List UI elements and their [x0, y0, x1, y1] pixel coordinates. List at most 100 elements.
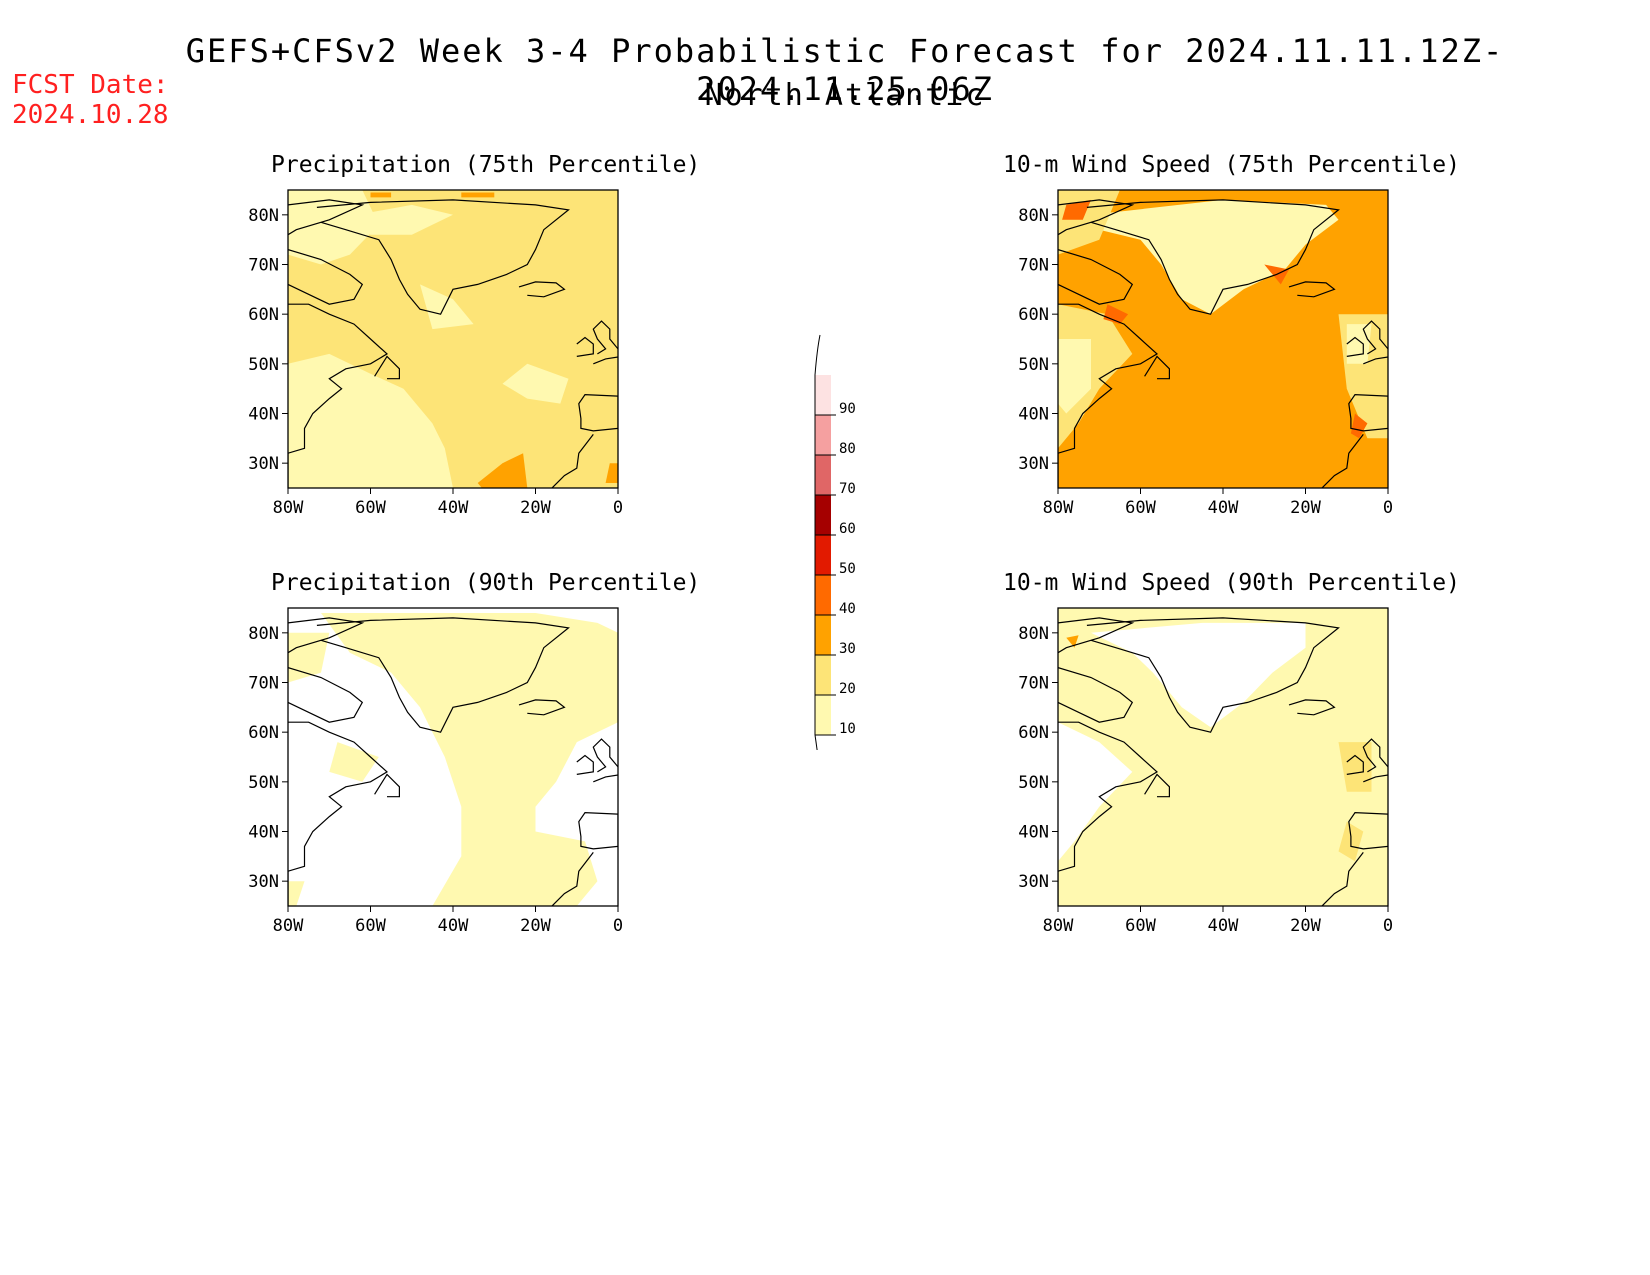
probability-patch	[321, 613, 618, 906]
coastline	[1346, 336, 1364, 357]
lon-label: 60W	[355, 916, 386, 933]
lat-label: 60N	[248, 723, 279, 743]
probability-patch	[1062, 199, 1091, 220]
colorbar-top-tip	[814, 334, 821, 376]
colorbar-label: 90	[839, 401, 856, 417]
coastline	[288, 667, 364, 723]
coastline	[551, 434, 594, 488]
lon-label: 0	[1383, 916, 1393, 933]
lon-label: 60W	[1125, 498, 1156, 515]
coastline	[288, 249, 364, 305]
coastline	[592, 738, 618, 783]
lat-label: 80N	[248, 624, 279, 644]
coastline	[1086, 617, 1340, 733]
probability-patch	[329, 204, 453, 235]
lat-label: 40N	[248, 405, 279, 425]
coastline	[1144, 355, 1170, 380]
lon-label: 0	[1383, 498, 1393, 515]
coastline	[1288, 699, 1336, 716]
lat-label: 70N	[248, 674, 279, 694]
lon-label: 0	[613, 498, 623, 515]
probability-patch	[1338, 742, 1372, 792]
colorbar-swatch	[815, 415, 831, 455]
panel-title-precip75: Precipitation (75th Percentile)	[271, 152, 701, 178]
coastline	[1058, 617, 1135, 654]
lon-label: 80W	[1043, 916, 1074, 933]
coastline	[1058, 721, 1159, 906]
colorbar-swatch	[815, 535, 831, 575]
coastline	[578, 393, 618, 432]
forecast-date-value: 2024.10.28	[12, 100, 169, 130]
probability-patch	[288, 353, 453, 488]
probability-patch	[370, 192, 392, 198]
lat-label: 40N	[248, 823, 279, 843]
colorbar-swatch	[815, 655, 831, 695]
coastline	[551, 852, 594, 906]
main-title: GEFS+CFSv2 Week 3-4 Probabilistic Foreca…	[185, 32, 1505, 108]
lon-label: 60W	[1125, 916, 1156, 933]
colorbar-label: 30	[839, 641, 856, 657]
lat-label: 70N	[1018, 674, 1049, 694]
probability-patch	[1091, 622, 1306, 728]
lat-label: 40N	[1018, 405, 1049, 425]
lat-label: 80N	[248, 206, 279, 226]
coastline	[1362, 738, 1388, 783]
lon-label: 40W	[1208, 916, 1239, 933]
lon-label: 40W	[438, 498, 469, 515]
coastline	[288, 199, 365, 236]
coastline	[1058, 303, 1159, 488]
lon-label: 60W	[355, 498, 386, 515]
colorbar-swatch	[815, 455, 831, 495]
coastline	[288, 617, 365, 654]
lon-label: 20W	[520, 916, 551, 933]
colorbar-label: 80	[839, 441, 856, 457]
colorbar-label: 40	[839, 601, 856, 617]
probability-patch	[605, 463, 618, 483]
lat-label: 50N	[248, 355, 279, 375]
lat-label: 70N	[1018, 256, 1049, 276]
region-subtitle: North Atlantic	[704, 78, 986, 113]
coastline	[1058, 667, 1134, 723]
colorbar-swatch	[815, 495, 831, 535]
coastline	[1058, 249, 1134, 305]
coastline	[592, 320, 618, 365]
lon-label: 20W	[520, 498, 551, 515]
lat-label: 60N	[1018, 305, 1049, 325]
probability-patch	[461, 192, 495, 198]
lon-label: 20W	[1290, 498, 1321, 515]
lon-label: 0	[613, 916, 623, 933]
probability-patch	[420, 284, 474, 330]
coastline	[518, 281, 566, 298]
probability-patch	[329, 742, 379, 782]
colorbar-bottom-tip	[814, 734, 818, 750]
probability-patch	[288, 881, 305, 906]
coastline	[1086, 199, 1340, 315]
colorbar-swatch	[815, 615, 831, 655]
colorbar-swatch	[815, 695, 831, 735]
lat-label: 50N	[1018, 355, 1049, 375]
probability-patch	[288, 190, 379, 265]
lon-label: 40W	[438, 916, 469, 933]
coastline	[576, 336, 594, 357]
coastline	[576, 754, 594, 775]
coastline	[288, 721, 389, 906]
coastline	[316, 617, 570, 733]
colorbar-label: 60	[839, 521, 856, 537]
coastline	[316, 199, 570, 315]
lat-label: 50N	[248, 773, 279, 793]
lat-label: 40N	[1018, 823, 1049, 843]
colorbar-label: 20	[839, 681, 856, 697]
coastline	[518, 699, 566, 716]
probability-patch	[1058, 722, 1133, 862]
probability-patch	[477, 453, 528, 488]
lat-label: 60N	[248, 305, 279, 325]
colorbar-label: 10	[839, 721, 856, 737]
map-precip75: 80N 70N 60N 50N 40N 30N 80W 60W 40W 20W 0	[248, 189, 623, 515]
coastline	[374, 773, 400, 798]
coastline	[1346, 754, 1364, 775]
lon-label: 40W	[1208, 498, 1239, 515]
lat-label: 30N	[1018, 454, 1049, 474]
lat-label: 80N	[1018, 624, 1049, 644]
coastline	[1144, 773, 1170, 798]
lat-label: 50N	[1018, 773, 1049, 793]
